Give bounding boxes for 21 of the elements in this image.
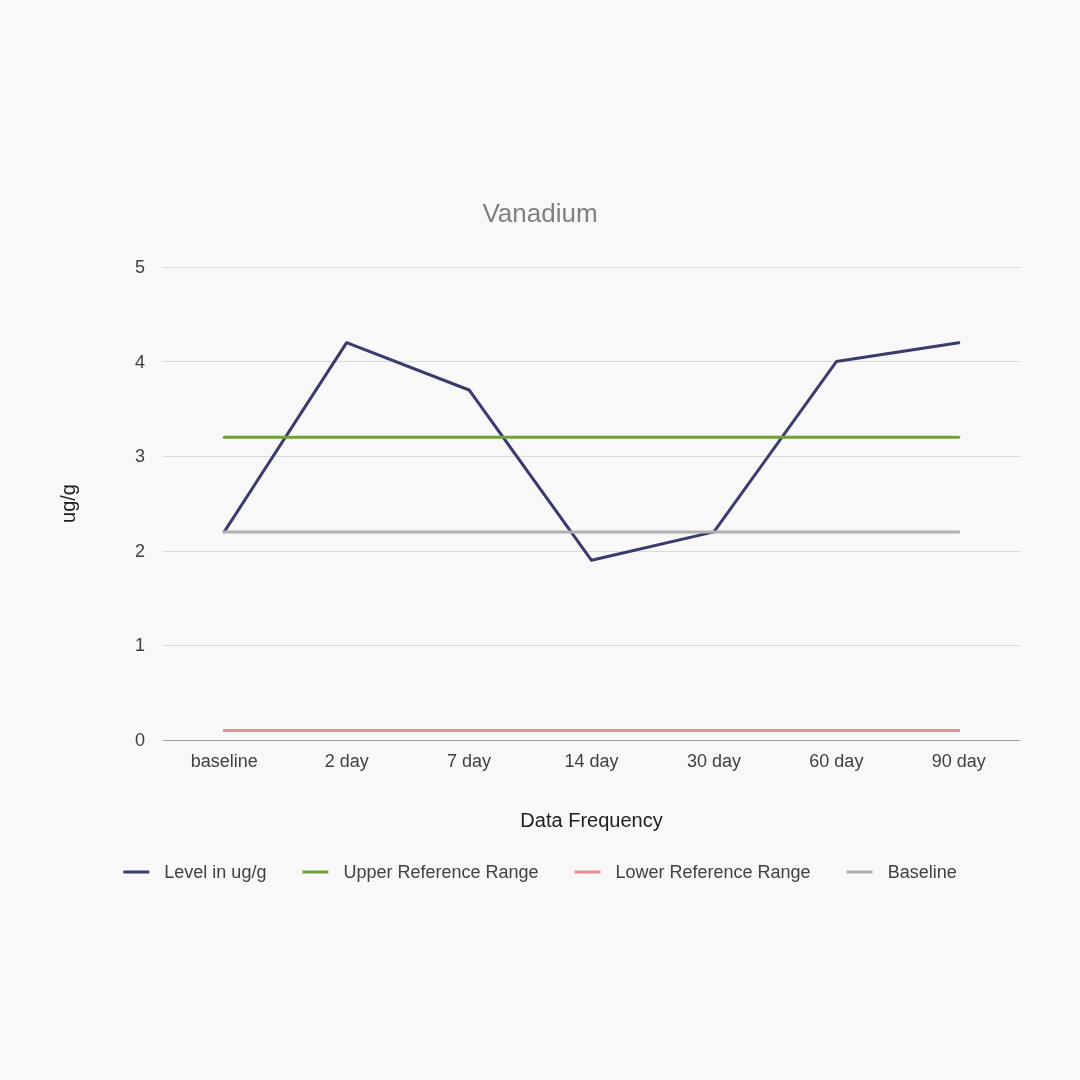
y-tick-label: 4 [134,351,145,372]
x-tick-label: 60 day [809,751,864,771]
legend-label: Lower Reference Range [615,862,811,882]
legend-label: Baseline [887,862,957,882]
legend-label: Upper Reference Range [343,862,539,882]
x-tick-label: 2 day [324,751,369,771]
x-tick-label: 90 day [931,751,986,771]
x-tick-label: 7 day [447,751,492,771]
y-tick-label: 1 [134,635,145,656]
line-series [222,341,961,562]
x-tick-label: 30 day [686,751,741,771]
y-tick-label: 3 [134,446,145,467]
legend-label: Level in ug/g [164,862,267,882]
y-tick-label: 2 [134,540,145,561]
y-axis-title: ug/g [57,484,79,523]
x-tick-label: 14 day [564,751,619,771]
x-tick-label: baseline [190,751,258,771]
y-tick-label: 5 [134,257,145,277]
x-axis-title: Data Frequency [520,809,663,831]
chart-title: Vanadium [482,198,598,228]
y-tick-label: 0 [134,730,145,750]
